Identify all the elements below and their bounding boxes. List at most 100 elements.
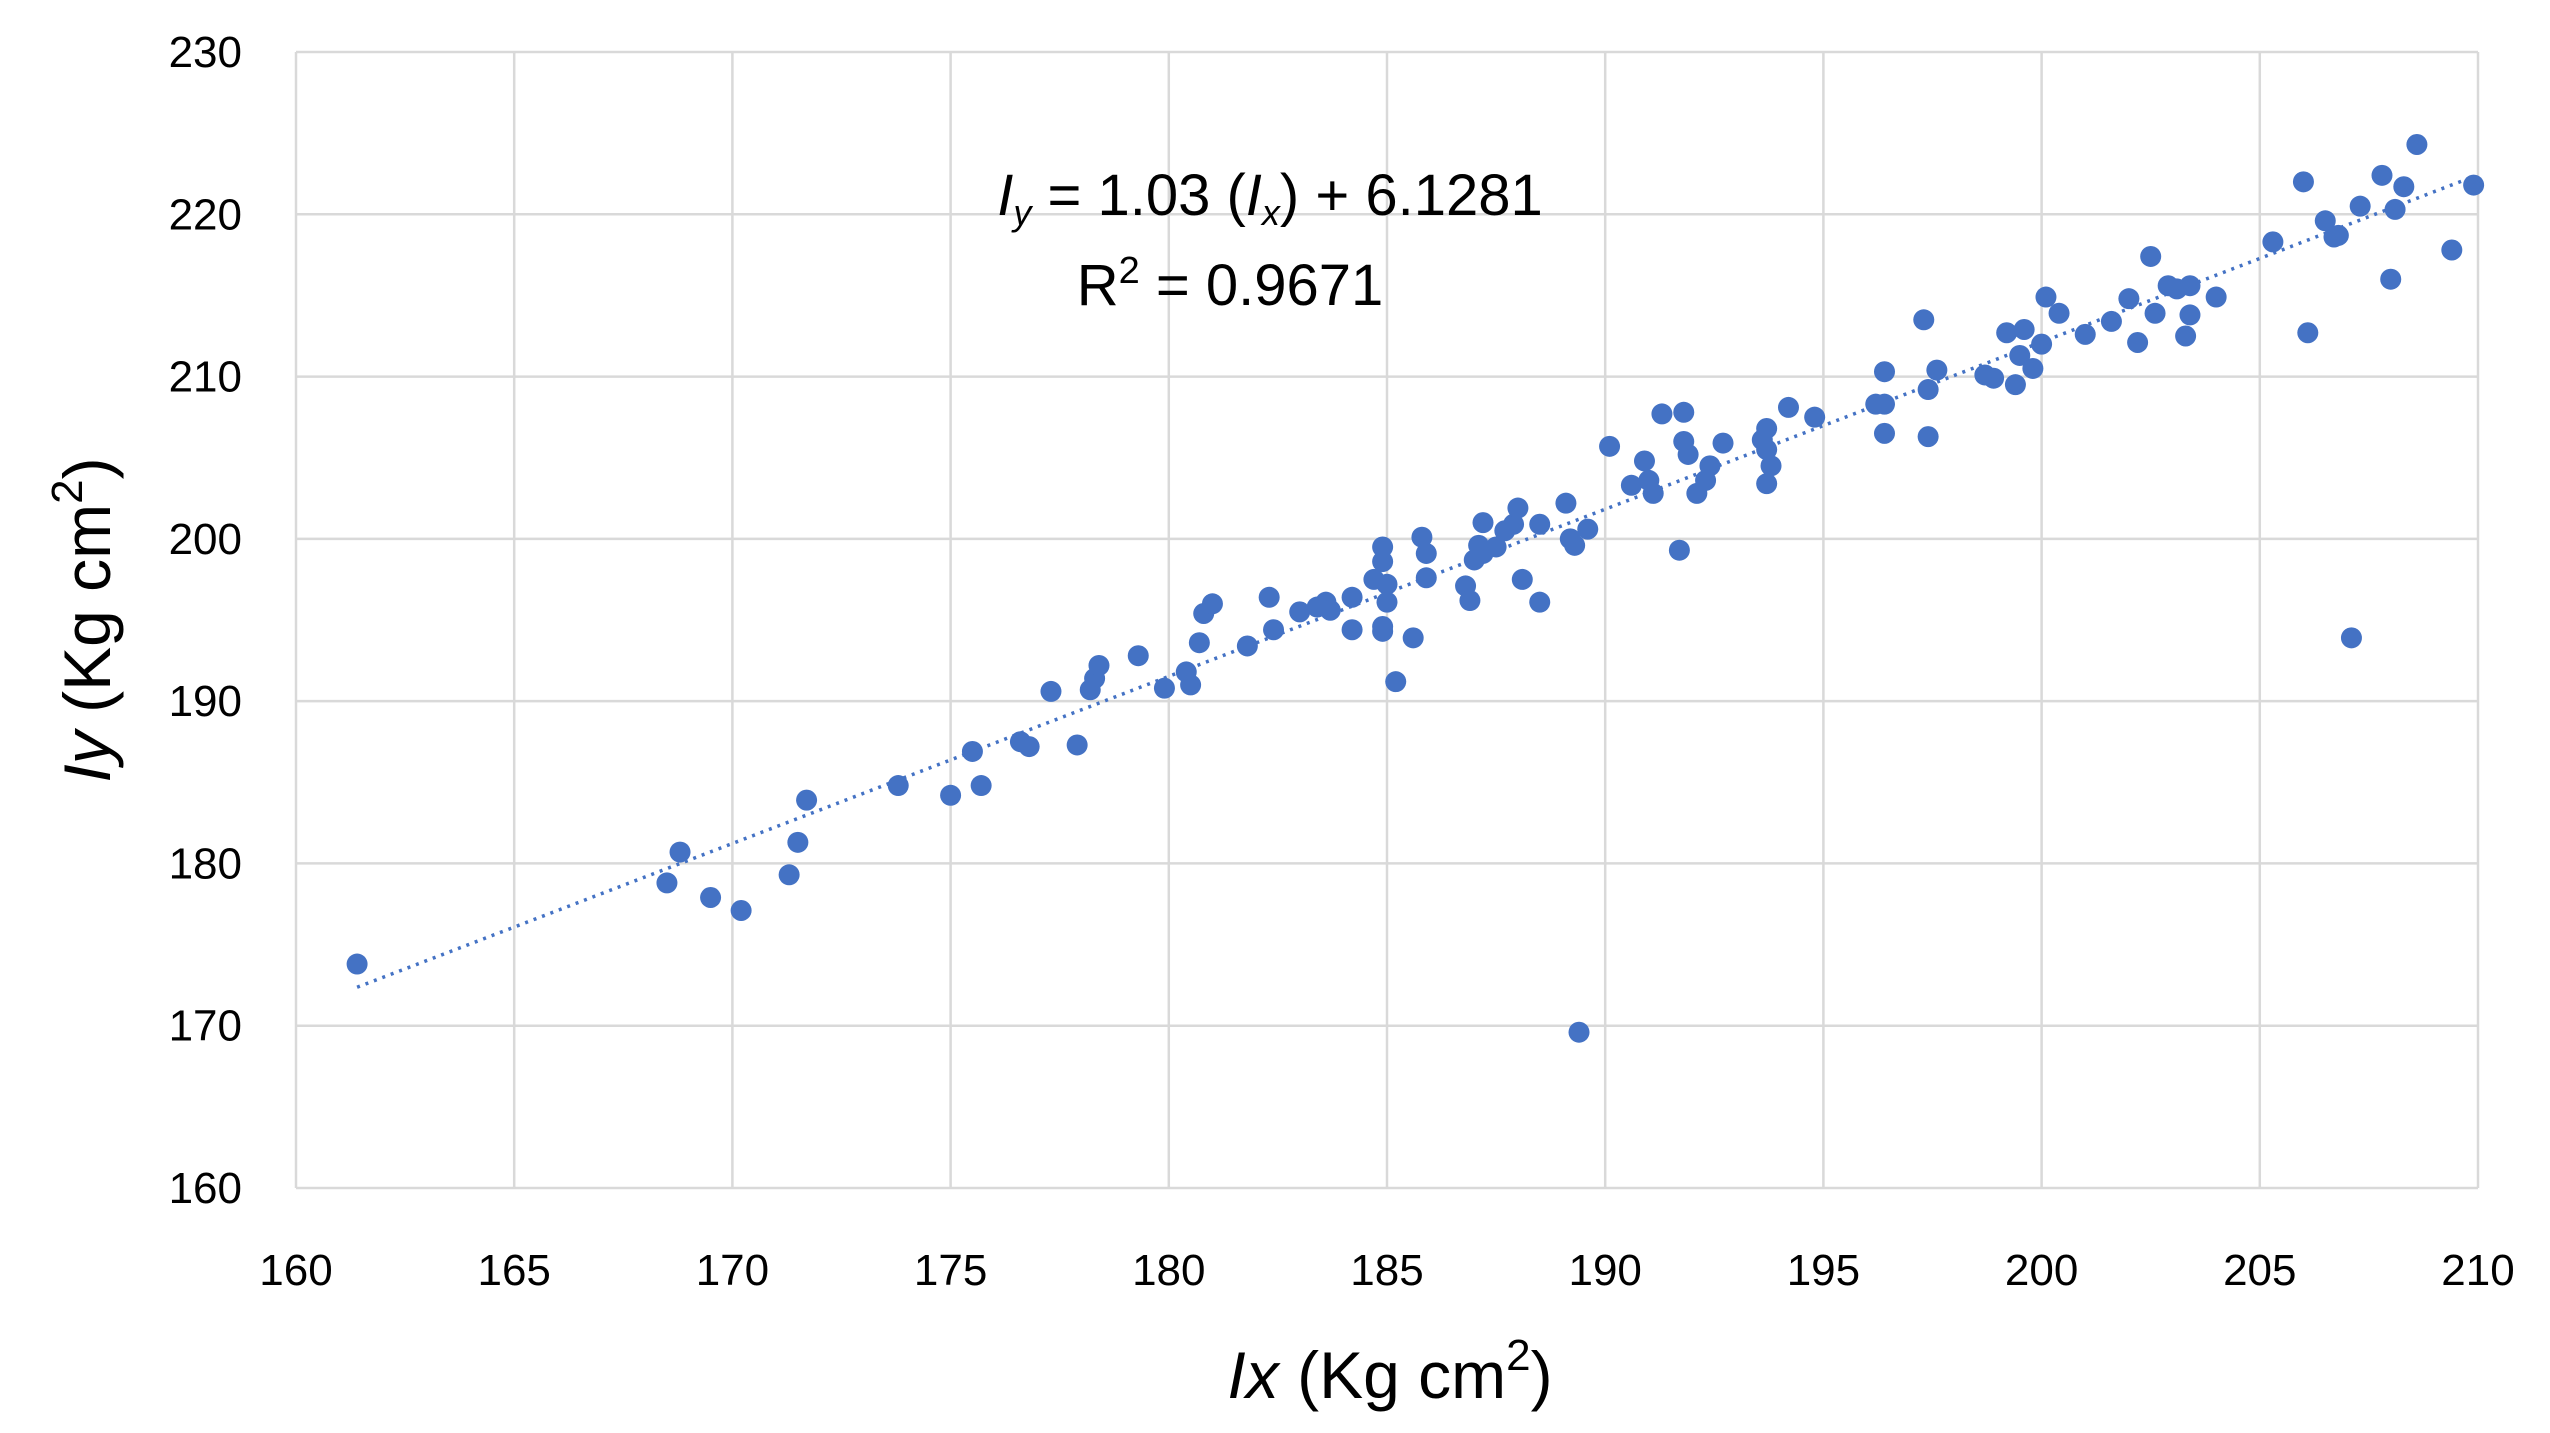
y-tick-labels: 160 170 180 190 200 210 220 230 (169, 28, 242, 1213)
data-point (1568, 1021, 1590, 1043)
data-point (1341, 619, 1363, 641)
data-point (1376, 591, 1398, 613)
data-point (1153, 677, 1175, 699)
data-point (1917, 426, 1939, 448)
data-point (1507, 497, 1529, 519)
data-point (1756, 439, 1778, 461)
data-point (940, 784, 962, 806)
data-point (1642, 482, 1664, 504)
data-point (2406, 134, 2428, 156)
data-point (1018, 736, 1040, 758)
x-axis-title: Ix (Kg cm2) (1227, 1331, 1552, 1412)
data-point (1577, 518, 1599, 540)
data-point (1668, 539, 1690, 561)
data-point (1236, 635, 1258, 657)
data-point (1511, 568, 1533, 590)
data-point (1258, 586, 1280, 608)
data-point (1319, 599, 1341, 621)
data-point (1485, 536, 1507, 558)
x-tick-label: 200 (2005, 1246, 2078, 1295)
data-point (1777, 396, 1799, 418)
data-point (2393, 176, 2415, 198)
data-point (1341, 586, 1363, 608)
data-point (2297, 322, 2319, 344)
data-point (2262, 231, 2284, 253)
data-point (2340, 627, 2362, 649)
data-point (656, 872, 678, 894)
data-point (1651, 403, 1673, 425)
y-tick-label: 180 (169, 839, 242, 888)
data-point (1503, 513, 1525, 535)
data-point (1917, 379, 1939, 401)
data-point (1926, 359, 1948, 381)
y-tick-label: 160 (169, 1164, 242, 1213)
data-point (2463, 174, 2485, 196)
data-point (961, 740, 983, 762)
data-point (1372, 551, 1394, 573)
y-tick-label: 210 (169, 353, 242, 402)
regression-equation: Iy = 1.03 (Ix) + 6.1281 (997, 163, 1542, 233)
data-point (2048, 302, 2070, 324)
y-tick-label: 170 (169, 1002, 242, 1051)
data-point (2292, 171, 2314, 193)
data-point (2175, 325, 2197, 347)
data-point (2035, 286, 2057, 308)
data-point (1376, 573, 1398, 595)
data-point (1555, 492, 1577, 514)
data-point (2380, 268, 2402, 290)
data-point (1088, 654, 1110, 676)
x-tick-label: 180 (1132, 1246, 1205, 1295)
data-point (1402, 627, 1424, 649)
data-point (1201, 593, 1223, 615)
r-squared-label: R2 = 0.9671 (1077, 250, 1384, 318)
data-point (1913, 309, 1935, 331)
data-point (1415, 567, 1437, 589)
data-point (1188, 632, 1210, 654)
x-tick-label: 195 (1787, 1246, 1860, 1295)
trendline (356, 174, 2475, 989)
data-point (2118, 288, 2140, 310)
x-tick-label: 170 (696, 1246, 769, 1295)
data-point (1756, 418, 1778, 440)
data-point (2371, 164, 2393, 186)
data-point (669, 841, 691, 863)
data-point (1372, 620, 1394, 642)
data-point (1289, 601, 1311, 623)
data-point (2100, 310, 2122, 332)
data-point (2349, 195, 2371, 217)
y-tick-label: 220 (169, 190, 242, 239)
data-point (1564, 534, 1586, 556)
y-axis-title: Iy (Kg cm2) (43, 457, 124, 782)
data-point (1415, 542, 1437, 564)
data-point (2179, 304, 2201, 326)
data-point (730, 899, 752, 921)
data-point (1411, 526, 1433, 548)
data-point (2314, 210, 2336, 232)
data-point (2140, 245, 2162, 267)
data-point (2013, 319, 2035, 341)
data-point (2144, 302, 2166, 324)
data-point (1066, 734, 1088, 756)
x-tick-label: 175 (914, 1246, 987, 1295)
data-point (1620, 474, 1642, 496)
data-point (1873, 422, 1895, 444)
data-points (346, 134, 2485, 1043)
data-point (1873, 361, 1895, 383)
data-point (1699, 455, 1721, 477)
data-point (2009, 344, 2031, 366)
data-point (1673, 401, 1695, 423)
data-point (1372, 536, 1394, 558)
x-tick-label: 205 (2223, 1246, 2296, 1295)
data-point (2127, 331, 2149, 353)
y-tick-label: 200 (169, 515, 242, 564)
data-point (1459, 590, 1481, 612)
data-point (2441, 239, 2463, 261)
data-point (1996, 322, 2018, 344)
data-point (1529, 513, 1551, 535)
data-point (796, 789, 818, 811)
data-point (1873, 393, 1895, 415)
data-point (2384, 198, 2406, 220)
x-tick-label: 160 (259, 1246, 332, 1295)
data-point (2031, 333, 2053, 355)
